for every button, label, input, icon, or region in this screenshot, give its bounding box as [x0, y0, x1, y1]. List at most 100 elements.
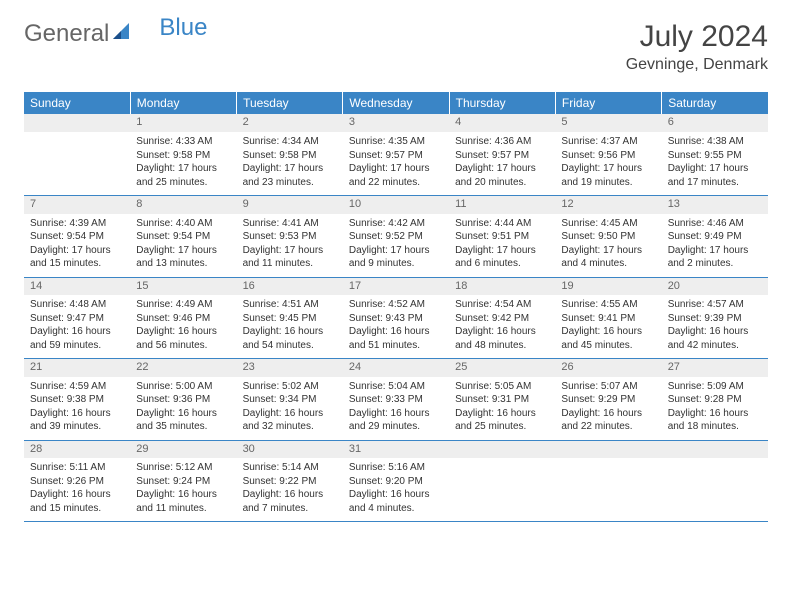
sunset-text: Sunset: 9:52 PM: [349, 230, 443, 244]
daynum-row: 123456: [24, 114, 768, 132]
sunrise-text: Sunrise: 4:49 AM: [136, 298, 230, 312]
day-header: Sunday: [24, 92, 130, 114]
sunrise-text: Sunrise: 4:59 AM: [30, 380, 124, 394]
day-cell: Sunrise: 4:35 AMSunset: 9:57 PMDaylight:…: [343, 132, 449, 196]
calendar-table: SundayMondayTuesdayWednesdayThursdayFrid…: [24, 92, 768, 522]
sunrise-text: Sunrise: 4:44 AM: [455, 217, 549, 231]
sunset-text: Sunset: 9:20 PM: [349, 475, 443, 489]
sunset-text: Sunset: 9:39 PM: [668, 312, 762, 326]
day-number: [449, 440, 555, 458]
daylight-text: Daylight: 16 hours and 25 minutes.: [455, 407, 549, 434]
daylight-text: Daylight: 16 hours and 11 minutes.: [136, 488, 230, 515]
sunset-text: Sunset: 9:28 PM: [668, 393, 762, 407]
daynum-row: 78910111213: [24, 196, 768, 214]
sunrise-text: Sunrise: 5:07 AM: [561, 380, 655, 394]
daylight-text: Daylight: 16 hours and 7 minutes.: [243, 488, 337, 515]
sunset-text: Sunset: 9:26 PM: [30, 475, 124, 489]
daylight-text: Daylight: 17 hours and 22 minutes.: [349, 162, 443, 189]
sunset-text: Sunset: 9:34 PM: [243, 393, 337, 407]
day-number: 2: [237, 114, 343, 132]
day-cell: Sunrise: 4:37 AMSunset: 9:56 PMDaylight:…: [555, 132, 661, 196]
daylight-text: Daylight: 17 hours and 6 minutes.: [455, 244, 549, 271]
sunset-text: Sunset: 9:54 PM: [30, 230, 124, 244]
daylight-text: Daylight: 16 hours and 48 minutes.: [455, 325, 549, 352]
sunset-text: Sunset: 9:47 PM: [30, 312, 124, 326]
day-cell: Sunrise: 5:14 AMSunset: 9:22 PMDaylight:…: [237, 458, 343, 522]
logo-sail-icon: [111, 20, 131, 48]
day-number: 25: [449, 359, 555, 377]
sunrise-text: Sunrise: 4:39 AM: [30, 217, 124, 231]
logo-text-blue: Blue: [159, 14, 207, 42]
day-number: 13: [662, 196, 768, 214]
daylight-text: Daylight: 16 hours and 45 minutes.: [561, 325, 655, 352]
sunset-text: Sunset: 9:50 PM: [561, 230, 655, 244]
daynum-row: 28293031: [24, 440, 768, 458]
sunset-text: Sunset: 9:31 PM: [455, 393, 549, 407]
sunrise-text: Sunrise: 4:57 AM: [668, 298, 762, 312]
sunrise-text: Sunrise: 5:14 AM: [243, 461, 337, 475]
daylight-text: Daylight: 16 hours and 32 minutes.: [243, 407, 337, 434]
day-number: 12: [555, 196, 661, 214]
day-header: Tuesday: [237, 92, 343, 114]
sunset-text: Sunset: 9:49 PM: [668, 230, 762, 244]
day-cell: [24, 132, 130, 196]
sunrise-text: Sunrise: 4:41 AM: [243, 217, 337, 231]
day-number: 4: [449, 114, 555, 132]
day-header: Saturday: [662, 92, 768, 114]
day-number: 27: [662, 359, 768, 377]
sunset-text: Sunset: 9:46 PM: [136, 312, 230, 326]
day-cell: [662, 458, 768, 522]
daynum-row: 14151617181920: [24, 277, 768, 295]
daylight-text: Daylight: 16 hours and 4 minutes.: [349, 488, 443, 515]
daylight-text: Daylight: 16 hours and 18 minutes.: [668, 407, 762, 434]
content-row: Sunrise: 4:33 AMSunset: 9:58 PMDaylight:…: [24, 132, 768, 196]
day-number: 1: [130, 114, 236, 132]
content-row: Sunrise: 5:11 AMSunset: 9:26 PMDaylight:…: [24, 458, 768, 522]
logo: General Blue: [24, 20, 207, 48]
sunset-text: Sunset: 9:58 PM: [136, 149, 230, 163]
title-block: July 2024 Gevninge, Denmark: [626, 20, 768, 74]
day-number: 29: [130, 440, 236, 458]
sunset-text: Sunset: 9:38 PM: [30, 393, 124, 407]
sunrise-text: Sunrise: 4:48 AM: [30, 298, 124, 312]
day-header: Monday: [130, 92, 236, 114]
day-header: Wednesday: [343, 92, 449, 114]
sunrise-text: Sunrise: 4:35 AM: [349, 135, 443, 149]
day-cell: Sunrise: 4:42 AMSunset: 9:52 PMDaylight:…: [343, 214, 449, 278]
day-cell: Sunrise: 5:12 AMSunset: 9:24 PMDaylight:…: [130, 458, 236, 522]
sunset-text: Sunset: 9:55 PM: [668, 149, 762, 163]
day-number: 21: [24, 359, 130, 377]
sunrise-text: Sunrise: 5:00 AM: [136, 380, 230, 394]
sunrise-text: Sunrise: 4:37 AM: [561, 135, 655, 149]
daylight-text: Daylight: 17 hours and 2 minutes.: [668, 244, 762, 271]
daynum-row: 21222324252627: [24, 359, 768, 377]
sunset-text: Sunset: 9:57 PM: [349, 149, 443, 163]
day-cell: Sunrise: 5:04 AMSunset: 9:33 PMDaylight:…: [343, 377, 449, 441]
day-number: 7: [24, 196, 130, 214]
sunset-text: Sunset: 9:36 PM: [136, 393, 230, 407]
day-number: 31: [343, 440, 449, 458]
sunrise-text: Sunrise: 5:04 AM: [349, 380, 443, 394]
sunset-text: Sunset: 9:53 PM: [243, 230, 337, 244]
day-number: 26: [555, 359, 661, 377]
sunrise-text: Sunrise: 4:52 AM: [349, 298, 443, 312]
daylight-text: Daylight: 16 hours and 56 minutes.: [136, 325, 230, 352]
day-cell: Sunrise: 4:38 AMSunset: 9:55 PMDaylight:…: [662, 132, 768, 196]
sunset-text: Sunset: 9:54 PM: [136, 230, 230, 244]
sunset-text: Sunset: 9:56 PM: [561, 149, 655, 163]
daylight-text: Daylight: 17 hours and 15 minutes.: [30, 244, 124, 271]
day-number: 6: [662, 114, 768, 132]
day-cell: Sunrise: 4:55 AMSunset: 9:41 PMDaylight:…: [555, 295, 661, 359]
sunset-text: Sunset: 9:57 PM: [455, 149, 549, 163]
day-number: 5: [555, 114, 661, 132]
day-number: 22: [130, 359, 236, 377]
day-number: [662, 440, 768, 458]
day-number: 9: [237, 196, 343, 214]
header: General Blue July 2024 Gevninge, Denmark: [24, 20, 768, 74]
day-header-row: SundayMondayTuesdayWednesdayThursdayFrid…: [24, 92, 768, 114]
day-number: 10: [343, 196, 449, 214]
day-number: 30: [237, 440, 343, 458]
day-cell: Sunrise: 4:34 AMSunset: 9:58 PMDaylight:…: [237, 132, 343, 196]
day-number: 3: [343, 114, 449, 132]
daylight-text: Daylight: 17 hours and 11 minutes.: [243, 244, 337, 271]
